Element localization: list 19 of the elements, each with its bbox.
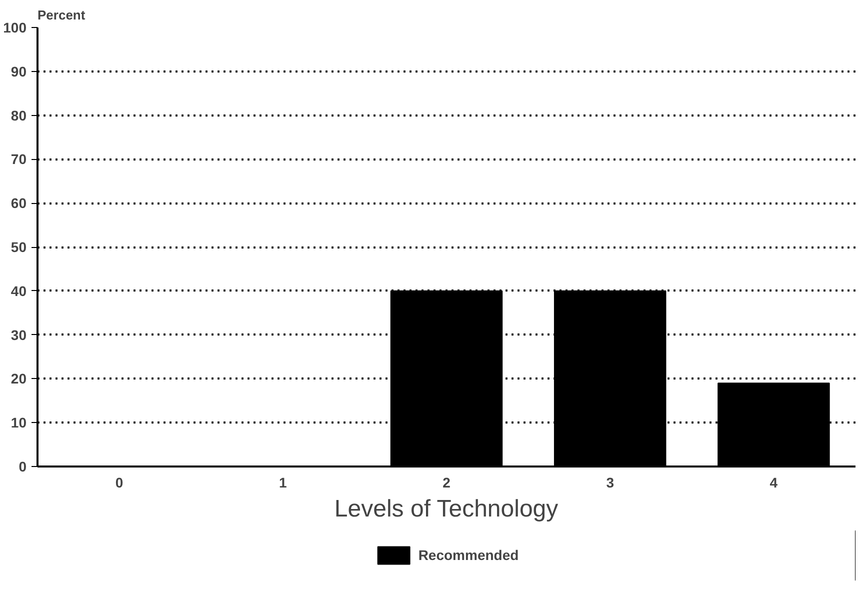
x-tick-label: 1 <box>279 474 288 490</box>
x-tick-label: 4 <box>770 474 778 490</box>
y-tick-label: 70 <box>10 151 27 168</box>
x-tick-label: 2 <box>442 474 451 490</box>
y-tick-label: 30 <box>10 326 27 343</box>
y-tick-label: 0 <box>18 458 27 474</box>
x-tick-label: 3 <box>606 474 614 490</box>
y-tick-label: 50 <box>10 239 27 255</box>
x-axis-title: Levels of Technology <box>334 496 558 522</box>
x-tick-label: 0 <box>115 474 124 490</box>
y-tick-label: 20 <box>10 370 27 387</box>
legend-label: Recommended <box>418 547 519 563</box>
y-tick-label: 90 <box>10 63 27 80</box>
y-tick-label: 40 <box>10 282 27 299</box>
y-axis-title: Percent <box>38 8 86 22</box>
y-tick-label: 100 <box>3 20 27 36</box>
y-tick-label: 10 <box>10 414 27 431</box>
y-tick-label: 60 <box>10 195 27 212</box>
y-tick-label: 80 <box>10 107 27 124</box>
